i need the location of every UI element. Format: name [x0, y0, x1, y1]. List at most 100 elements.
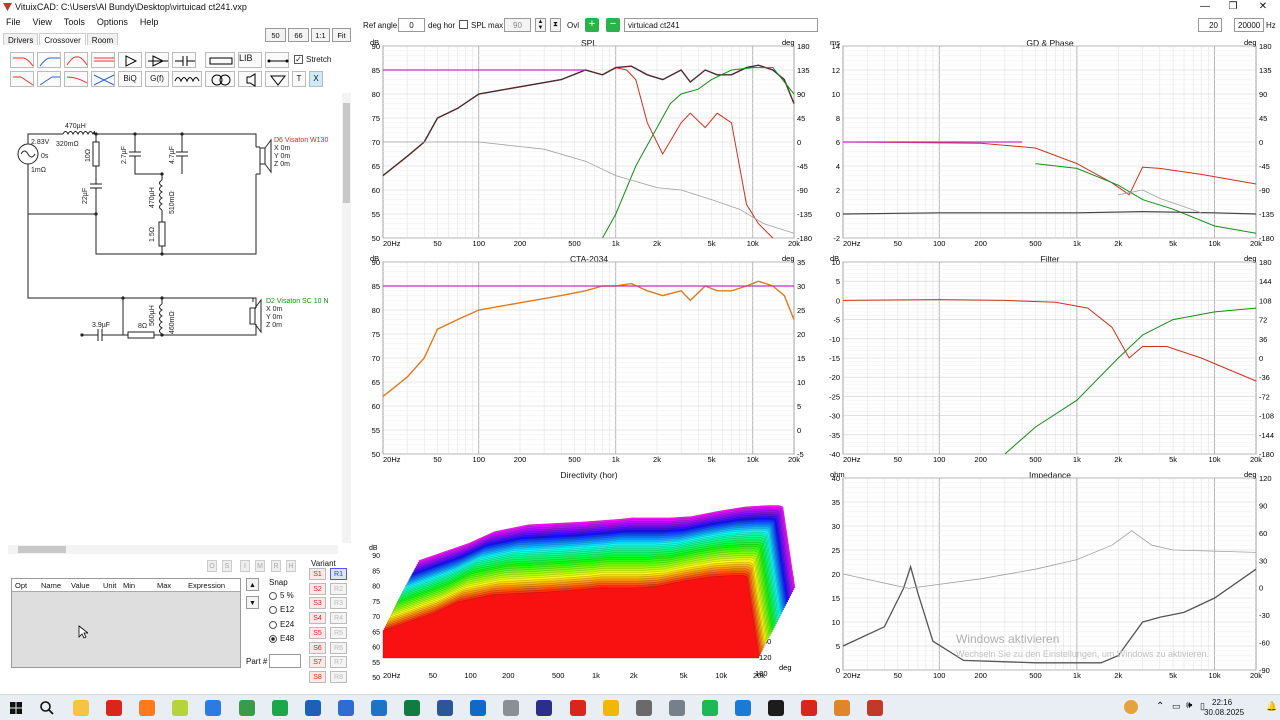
freq-low-input[interactable]: 20 [1198, 18, 1222, 32]
scroll-thumb[interactable] [18, 546, 66, 553]
search-icon[interactable] [40, 701, 54, 715]
whatsapp-icon[interactable] [701, 700, 718, 716]
resistor-icon[interactable] [205, 52, 235, 68]
overlay-name-input[interactable]: virtuicad ct241 [624, 18, 818, 32]
highpass2-icon[interactable] [37, 71, 61, 87]
notch-icon[interactable] [91, 52, 115, 68]
biquad-button[interactable]: BiQ [118, 71, 142, 87]
clock-time[interactable]: 22:16 [1212, 698, 1233, 707]
network-icon[interactable]: ▭ [1172, 701, 1181, 711]
text-button[interactable]: T [292, 71, 306, 87]
col-value[interactable]: Value [71, 581, 90, 590]
minimize-button[interactable]: — [1200, 1, 1210, 12]
mini-r-button[interactable]: R [271, 560, 281, 572]
firefox-icon[interactable] [139, 700, 156, 716]
opera-icon[interactable] [106, 700, 123, 716]
col-opt[interactable]: Opt [15, 581, 28, 590]
variant-r8-button[interactable]: R8 [330, 670, 347, 683]
inverter-icon[interactable] [145, 52, 169, 68]
lowpass1-icon[interactable] [10, 52, 34, 68]
speaker-icon[interactable] [238, 71, 262, 87]
mini-i-button[interactable]: I [240, 560, 250, 572]
variant-r4-button[interactable]: R4 [330, 612, 347, 625]
delete-button[interactable]: X [309, 71, 323, 87]
tab-room[interactable]: Room [86, 33, 119, 45]
snap-5pct-radio[interactable]: 5 % [269, 591, 294, 600]
variant-s1-button[interactable]: S1 [309, 568, 326, 580]
close-button[interactable]: ✕ [1258, 1, 1268, 12]
shelf-icon[interactable] [64, 71, 88, 87]
variant-r7-button[interactable]: R7 [330, 656, 347, 669]
inductor-icon[interactable] [172, 71, 202, 87]
snap-e12-radio[interactable]: E12 [269, 605, 294, 614]
zoom-66-button[interactable]: 66 [288, 28, 309, 42]
app-icon[interactable] [172, 700, 189, 716]
wire-icon[interactable] [265, 52, 289, 68]
mini-h-button[interactable]: H [286, 560, 296, 572]
photoshop-icon[interactable] [536, 700, 553, 716]
menu-file[interactable]: File [6, 17, 21, 27]
add-overlay-button[interactable]: + [585, 18, 599, 32]
windows-start-icon[interactable] [10, 702, 22, 714]
crossover-schematic[interactable]: 2.83V 0s 1mΩ 470µH 320mΩ 10Ω 22µF 2.7µF … [8, 92, 348, 542]
col-unit[interactable]: Unit [103, 581, 117, 590]
zoom-fit-button[interactable]: Fit [332, 28, 351, 42]
battery-icon[interactable]: ▯ [1200, 701, 1205, 711]
bandpass-icon[interactable] [64, 52, 88, 68]
mini-s-button[interactable]: S [222, 560, 232, 572]
mini-m-button[interactable]: M [255, 560, 265, 572]
lowpass2-icon[interactable] [10, 71, 34, 87]
media-icon[interactable] [834, 700, 851, 716]
word-icon[interactable] [437, 700, 454, 716]
impedance-chart[interactable]: Impedance 40 35 30 25 20 15 10 5 0 120 90 60 30 0 -30 -6… [822, 469, 1278, 682]
freq-high-input[interactable]: 20000 [1234, 18, 1264, 32]
excel-icon[interactable] [404, 700, 420, 716]
crossover-icon[interactable] [91, 71, 115, 87]
variant-s4-button[interactable]: S4 [309, 612, 326, 625]
remove-overlay-button[interactable]: − [606, 18, 620, 32]
tray-chevron-icon[interactable]: ⌃ [1156, 701, 1165, 712]
highpass1-icon[interactable] [37, 52, 61, 68]
snap-e48-radio[interactable]: E48 [269, 634, 294, 643]
app-icon[interactable] [602, 700, 619, 716]
spl-chart[interactable]: SPL 90 85 80 75 70 65 60 55 50 180 135 90 45 0 -45 -90 -1… [362, 37, 816, 250]
app-icon[interactable] [337, 700, 354, 716]
variant-s7-button[interactable]: S7 [309, 656, 326, 669]
col-name[interactable]: Name [41, 581, 62, 590]
lib-button[interactable]: LIB [238, 52, 262, 68]
tab-drivers[interactable]: Drivers [3, 33, 39, 45]
variant-r6-button[interactable]: R6 [330, 641, 347, 654]
app-icon[interactable] [668, 700, 685, 716]
snap-e24-radio[interactable]: E24 [269, 620, 294, 629]
variant-r5-button[interactable]: R5 [330, 626, 347, 639]
app-icon[interactable] [271, 700, 288, 716]
spl-max-spinner[interactable]: ▲ ▼ [535, 18, 546, 32]
variant-r2-button[interactable]: R2 [330, 582, 347, 595]
optimizer-table[interactable]: Opt Name Value Unit Min Max Expression [11, 578, 241, 668]
app-icon[interactable] [569, 700, 586, 716]
app-icon[interactable] [304, 700, 321, 716]
move-up-button[interactable]: ▲ [246, 578, 259, 591]
stretch-checkbox[interactable]: ✓ [294, 55, 303, 64]
speaker-volume-icon[interactable]: 🕪 [1186, 700, 1193, 711]
spl-max-checkbox[interactable] [459, 20, 468, 29]
file-explorer-icon[interactable] [73, 700, 89, 716]
directivity-chart[interactable]: Directivity (hor) 90 85 80 75 70 65 60 55 50 dB 20H… [362, 469, 816, 682]
menu-tools[interactable]: Tools [63, 17, 85, 27]
buffer-icon[interactable] [118, 52, 142, 68]
vituixcad-icon[interactable] [867, 700, 884, 716]
app-icon[interactable] [735, 700, 751, 716]
app-icon[interactable] [370, 700, 387, 716]
part-number-input[interactable] [269, 654, 301, 668]
cta-chart[interactable]: CTA-2034 90 85 80 75 70 65 60 55 50 35 30 25 20 15 10 5 0… [362, 253, 816, 466]
zoom-1to1-button[interactable]: 1:1 [311, 28, 330, 42]
spl-max-auto-button[interactable]: ⧗ [550, 18, 561, 32]
mini-o-button[interactable]: O [207, 560, 217, 572]
app-icon[interactable] [635, 700, 652, 716]
menu-help[interactable]: Help [139, 17, 159, 27]
col-min[interactable]: Min [123, 581, 136, 590]
app-icon[interactable] [238, 700, 255, 716]
gd-phase-chart[interactable]: GD & Phase 14 12 10 8 6 4 2 0 -2 180 135 90 45 0 -45 -90… [822, 37, 1278, 250]
terminal-icon[interactable] [768, 700, 785, 716]
gf-button[interactable]: G(f) [145, 71, 169, 87]
